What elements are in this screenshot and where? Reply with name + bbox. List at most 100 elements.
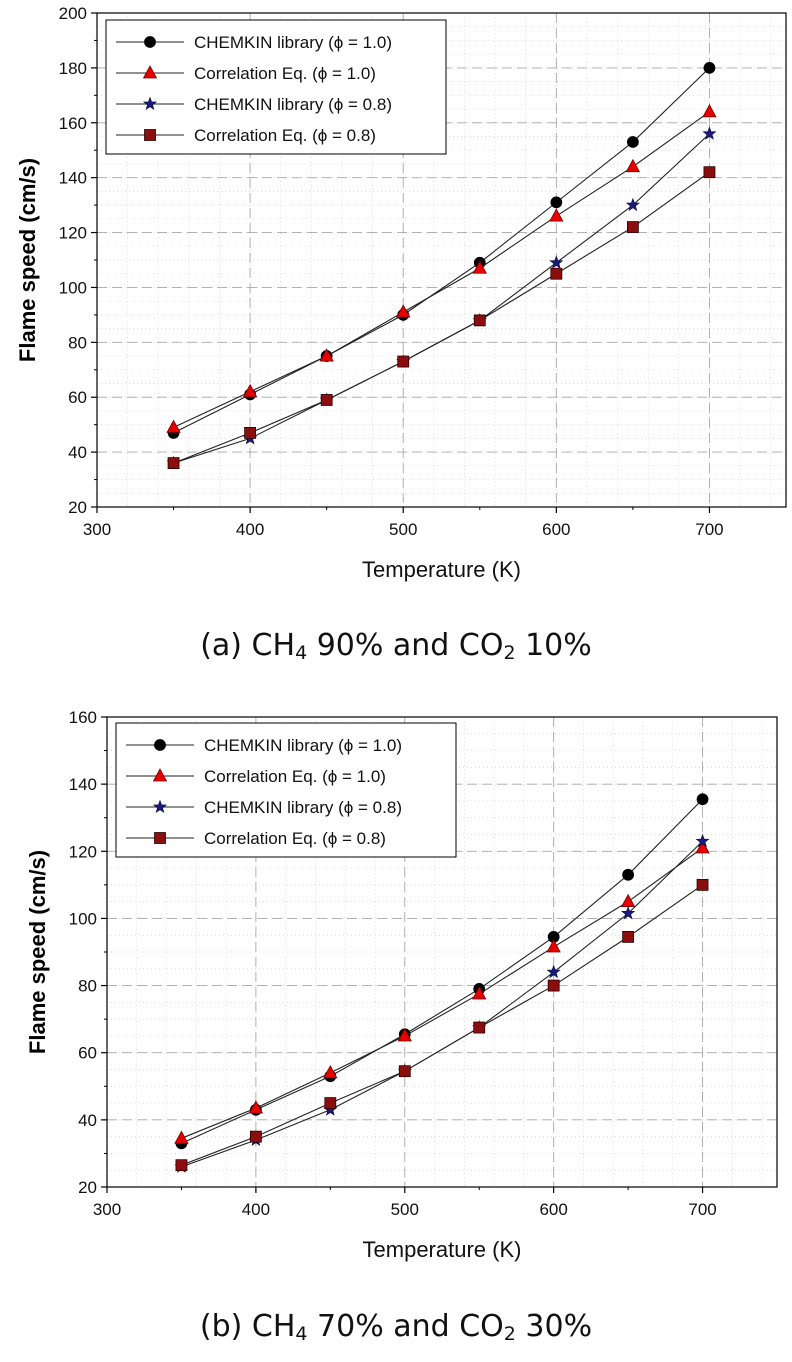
chart-a-xtick-label: 600 bbox=[542, 520, 570, 539]
chart-b-legend-marker-2 bbox=[152, 799, 168, 813]
chart-b-series-3-point bbox=[398, 1065, 411, 1078]
chart-b-series-2-point bbox=[621, 906, 636, 920]
chart-a-series-3 bbox=[167, 166, 716, 469]
chart-b-ytick-label: 40 bbox=[78, 1111, 97, 1130]
caption-b: (b) CH4 70% and CO2 30% bbox=[0, 1309, 792, 1345]
chart-a-xtick-label: 500 bbox=[389, 520, 417, 539]
chart-a-legend-marker-3 bbox=[144, 129, 156, 141]
chart-a-series-0-point bbox=[703, 61, 716, 74]
chart-a-series-1-point bbox=[396, 304, 411, 318]
caption-b-sub2: 2 bbox=[503, 1323, 516, 1345]
caption-a-prefix: (a) CH bbox=[200, 628, 296, 663]
chart-b-series-1-point bbox=[472, 986, 487, 1000]
chart-b-series-2 bbox=[174, 833, 710, 1173]
caption-a-suffix: 10% bbox=[515, 628, 592, 663]
chart-a-legend-marker-1 bbox=[142, 65, 158, 79]
chart-a-ytick-label: 60 bbox=[68, 388, 87, 407]
chart-a-series-2 bbox=[166, 126, 717, 470]
chart-a-series-3-point bbox=[397, 355, 410, 368]
chart-a-ytick-label: 140 bbox=[59, 169, 87, 188]
chart-a-series-1-point bbox=[166, 419, 181, 433]
chart-b-series-3-point bbox=[249, 1130, 262, 1143]
chart-a-series-0-point bbox=[626, 136, 639, 148]
chart-a-series-1-point bbox=[702, 103, 717, 118]
caption-a: (a) CH4 90% and CO2 10% bbox=[0, 628, 792, 664]
chart-b-series-0-point bbox=[622, 868, 635, 881]
caption-a-mid: 90% and CO bbox=[307, 628, 504, 663]
chart-a-series-3-point bbox=[244, 426, 257, 439]
chart-b-series-3-point bbox=[547, 979, 560, 992]
caption-a-sub2: 2 bbox=[503, 642, 516, 664]
chart-b-series-3 bbox=[175, 878, 709, 1172]
chart-a-series-3-line bbox=[173, 171, 710, 464]
chart-a-legend-label-0: CHEMKIN library (ϕ = 1.0) bbox=[194, 33, 392, 52]
chart-b-series-1-point bbox=[397, 1028, 412, 1042]
caption-a-sub1: 4 bbox=[295, 642, 308, 664]
chart-a-series-3-point bbox=[626, 221, 639, 233]
chart-b-ytick-label: 140 bbox=[69, 775, 97, 794]
chart-b-ytick-label: 100 bbox=[69, 909, 97, 928]
chart-b-xtick-label: 400 bbox=[242, 1200, 270, 1219]
chart-b-ylabel: Flame speed (cm/s) bbox=[25, 850, 50, 1054]
chart-a-legend-marker-2 bbox=[142, 96, 158, 110]
chart-b-legend-label-1: Correlation Eq. (ϕ = 1.0) bbox=[204, 767, 386, 786]
caption-b-mid: 70% and CO bbox=[307, 1309, 504, 1344]
chart-b-series-3-point bbox=[622, 930, 635, 943]
chart-a-series-1-point bbox=[625, 158, 641, 173]
chart-a-ytick-label: 20 bbox=[68, 498, 87, 517]
chart-a-series-0-line bbox=[173, 67, 710, 434]
chart-b-series-1-point bbox=[695, 840, 710, 854]
chart-b-series-1-point bbox=[620, 893, 636, 908]
chart-b-legend: CHEMKIN library (ϕ = 1.0) Correlation Eq.… bbox=[115, 722, 457, 858]
chart-b-ticks: 300 400 500 600 700 20 40 60 80 100 120 140 160 bbox=[69, 708, 717, 1219]
chart-a-ylabel: Flame speed (cm/s) bbox=[15, 158, 40, 362]
caption-b-suffix: 30% bbox=[515, 1309, 593, 1344]
chart-b-series-3-point bbox=[473, 1021, 486, 1034]
chart-a-xlabel: Temperature (K) bbox=[362, 557, 521, 582]
chart-b-series-1 bbox=[174, 840, 710, 1144]
chart-a-xtick-label: 400 bbox=[236, 520, 264, 539]
chart-a-legend-label-1: Correlation Eq. (ϕ = 1.0) bbox=[194, 64, 376, 83]
chart-b-ytick-label: 160 bbox=[69, 708, 97, 727]
chart-b-xtick-label: 700 bbox=[688, 1200, 716, 1219]
chart-a-ytick-label: 40 bbox=[68, 443, 87, 462]
chart-a-series-3-point bbox=[320, 394, 333, 406]
chart-b-series-3-point bbox=[696, 878, 709, 891]
chart-a-ytick-label: 160 bbox=[59, 114, 87, 133]
chart-a-ytick-label: 180 bbox=[59, 59, 87, 78]
chart-a-series-3-point bbox=[167, 457, 180, 469]
chart-a-legend-label-2: CHEMKIN library (ϕ = 0.8) bbox=[194, 95, 392, 114]
chart-a-series-1-point bbox=[472, 260, 487, 274]
chart-b-ytick-label: 80 bbox=[78, 977, 97, 996]
chart-b-xtick-label: 600 bbox=[539, 1200, 567, 1219]
chart-a-legend-marker-0 bbox=[144, 36, 156, 48]
chart-b-series-1-point bbox=[174, 1130, 189, 1144]
chart-b-legend-marker-0 bbox=[154, 739, 166, 751]
chart-b-legend-marker-1 bbox=[152, 768, 168, 782]
chart-b-ytick-label: 20 bbox=[78, 1178, 97, 1197]
caption-b-sub1: 4 bbox=[295, 1323, 308, 1345]
chart-a-legend-label-3: Correlation Eq. (ϕ = 0.8) bbox=[194, 126, 376, 145]
chart-a-series-3-point bbox=[703, 166, 716, 179]
caption-b-prefix: (b) CH bbox=[199, 1309, 296, 1344]
chart-b-series-1-line bbox=[181, 847, 703, 1139]
chart-a-legend: CHEMKIN library (ϕ = 1.0) Correlation Eq.… bbox=[105, 19, 447, 155]
chart-b-legend-label-2: CHEMKIN library (ϕ = 0.8) bbox=[204, 798, 402, 817]
chart-a-xtick-label: 300 bbox=[83, 520, 111, 539]
chart-a-ytick-label: 80 bbox=[68, 333, 87, 352]
chart-a-series-1 bbox=[166, 103, 717, 433]
chart-b-xlabel: Temperature (K) bbox=[363, 1237, 522, 1262]
chart-b-series-3-point bbox=[175, 1159, 188, 1172]
chart-a-ticks: 300 400 500 600 700 20 40 60 80 100 120 140 160 180 20… bbox=[59, 4, 724, 539]
chart-b-legend-label-0: CHEMKIN library (ϕ = 1.0) bbox=[204, 736, 402, 755]
chart-b-series-1-point bbox=[248, 1100, 264, 1114]
chart-b-series-3-point bbox=[324, 1097, 337, 1109]
chart-a-series-3-point bbox=[550, 267, 563, 280]
chart-a-xtick-label: 700 bbox=[695, 520, 723, 539]
figure-a: 300 400 500 600 700 20 40 60 80 100 120 140 160 180 20… bbox=[0, 4, 792, 664]
chart-a-ytick-label: 200 bbox=[59, 4, 87, 23]
chart-a-ytick-label: 120 bbox=[59, 224, 87, 243]
chart-b-xtick-label: 500 bbox=[391, 1200, 419, 1219]
chart-a-series-2-point bbox=[625, 197, 640, 212]
chart-a-series-1-point bbox=[319, 348, 334, 362]
